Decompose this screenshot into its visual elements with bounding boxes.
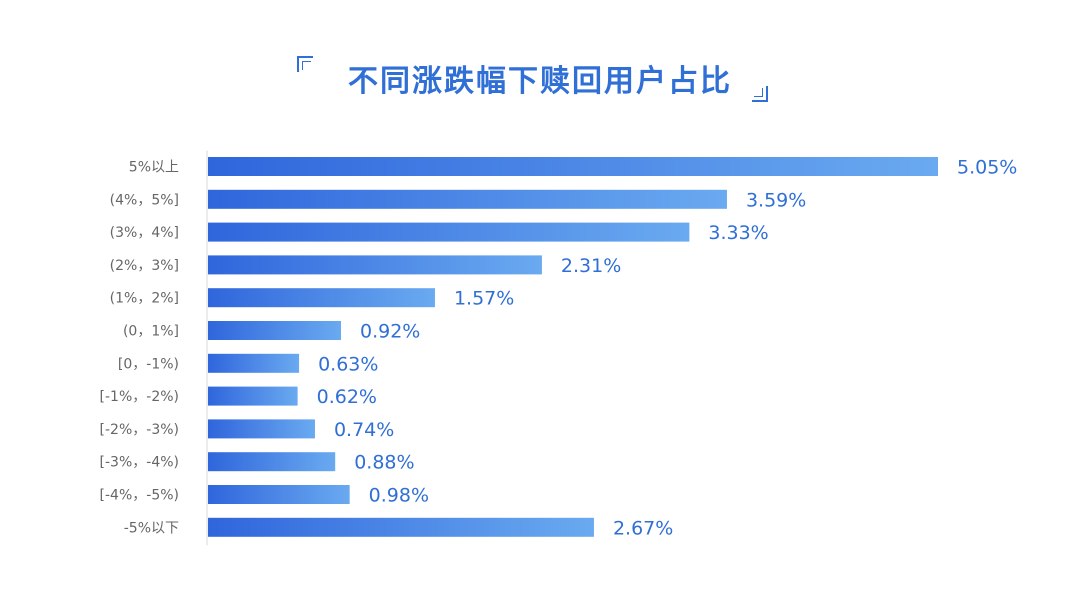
- category-label: [-2%，-3%): [100, 422, 179, 438]
- category-label: (0，1%]: [123, 324, 179, 340]
- title-corner-bracket-bottom-right: [752, 86, 768, 102]
- bar: [208, 321, 341, 340]
- value-label: 1.57%: [454, 288, 514, 310]
- bar: [208, 255, 542, 275]
- value-label: 3.33%: [708, 222, 768, 244]
- category-label: 5%以上: [129, 160, 179, 176]
- category-label: [-4%，-5%): [100, 488, 179, 504]
- bar: [208, 189, 727, 209]
- value-label: 0.62%: [317, 386, 377, 408]
- category-label: -5%以下: [124, 520, 179, 536]
- bar: [208, 353, 300, 373]
- value-label: 0.74%: [334, 419, 394, 441]
- bar: [208, 288, 435, 308]
- category-label: (1%，2%]: [110, 291, 179, 307]
- value-label: 2.31%: [561, 255, 621, 277]
- value-label: 5.05%: [957, 157, 1017, 179]
- chart-title-block: 不同涨跌幅下赎回用户占比: [0, 56, 1080, 116]
- bar: [208, 419, 315, 439]
- value-label: 0.88%: [354, 452, 414, 474]
- chart-title: 不同涨跌幅下赎回用户占比: [348, 64, 732, 99]
- bar: [208, 517, 594, 537]
- bar: [208, 452, 336, 472]
- category-label: (3%，4%]: [110, 225, 179, 241]
- value-label: 0.63%: [318, 353, 378, 375]
- value-label: 0.98%: [369, 485, 429, 507]
- value-label: 2.67%: [613, 517, 673, 539]
- category-label: [-1%，-2%): [100, 389, 179, 405]
- category-label: (2%，3%]: [110, 258, 179, 274]
- category-label: [-3%，-4%): [100, 455, 179, 471]
- category-label: (4%，5%]: [110, 192, 179, 208]
- value-label: 3.59%: [746, 189, 806, 211]
- bar: [208, 485, 350, 504]
- bar: [208, 386, 298, 406]
- bars-layer: 5%以上 5.05% (4%，5%] 3.59% (3%，4%] 3.33% (2%，3%]…: [100, 157, 1018, 540]
- bar: [208, 157, 938, 176]
- category-label: [0，-1%): [118, 356, 179, 372]
- bar: [208, 222, 690, 242]
- title-corner-bracket-top-left: [297, 56, 313, 72]
- value-label: 0.92%: [360, 321, 420, 343]
